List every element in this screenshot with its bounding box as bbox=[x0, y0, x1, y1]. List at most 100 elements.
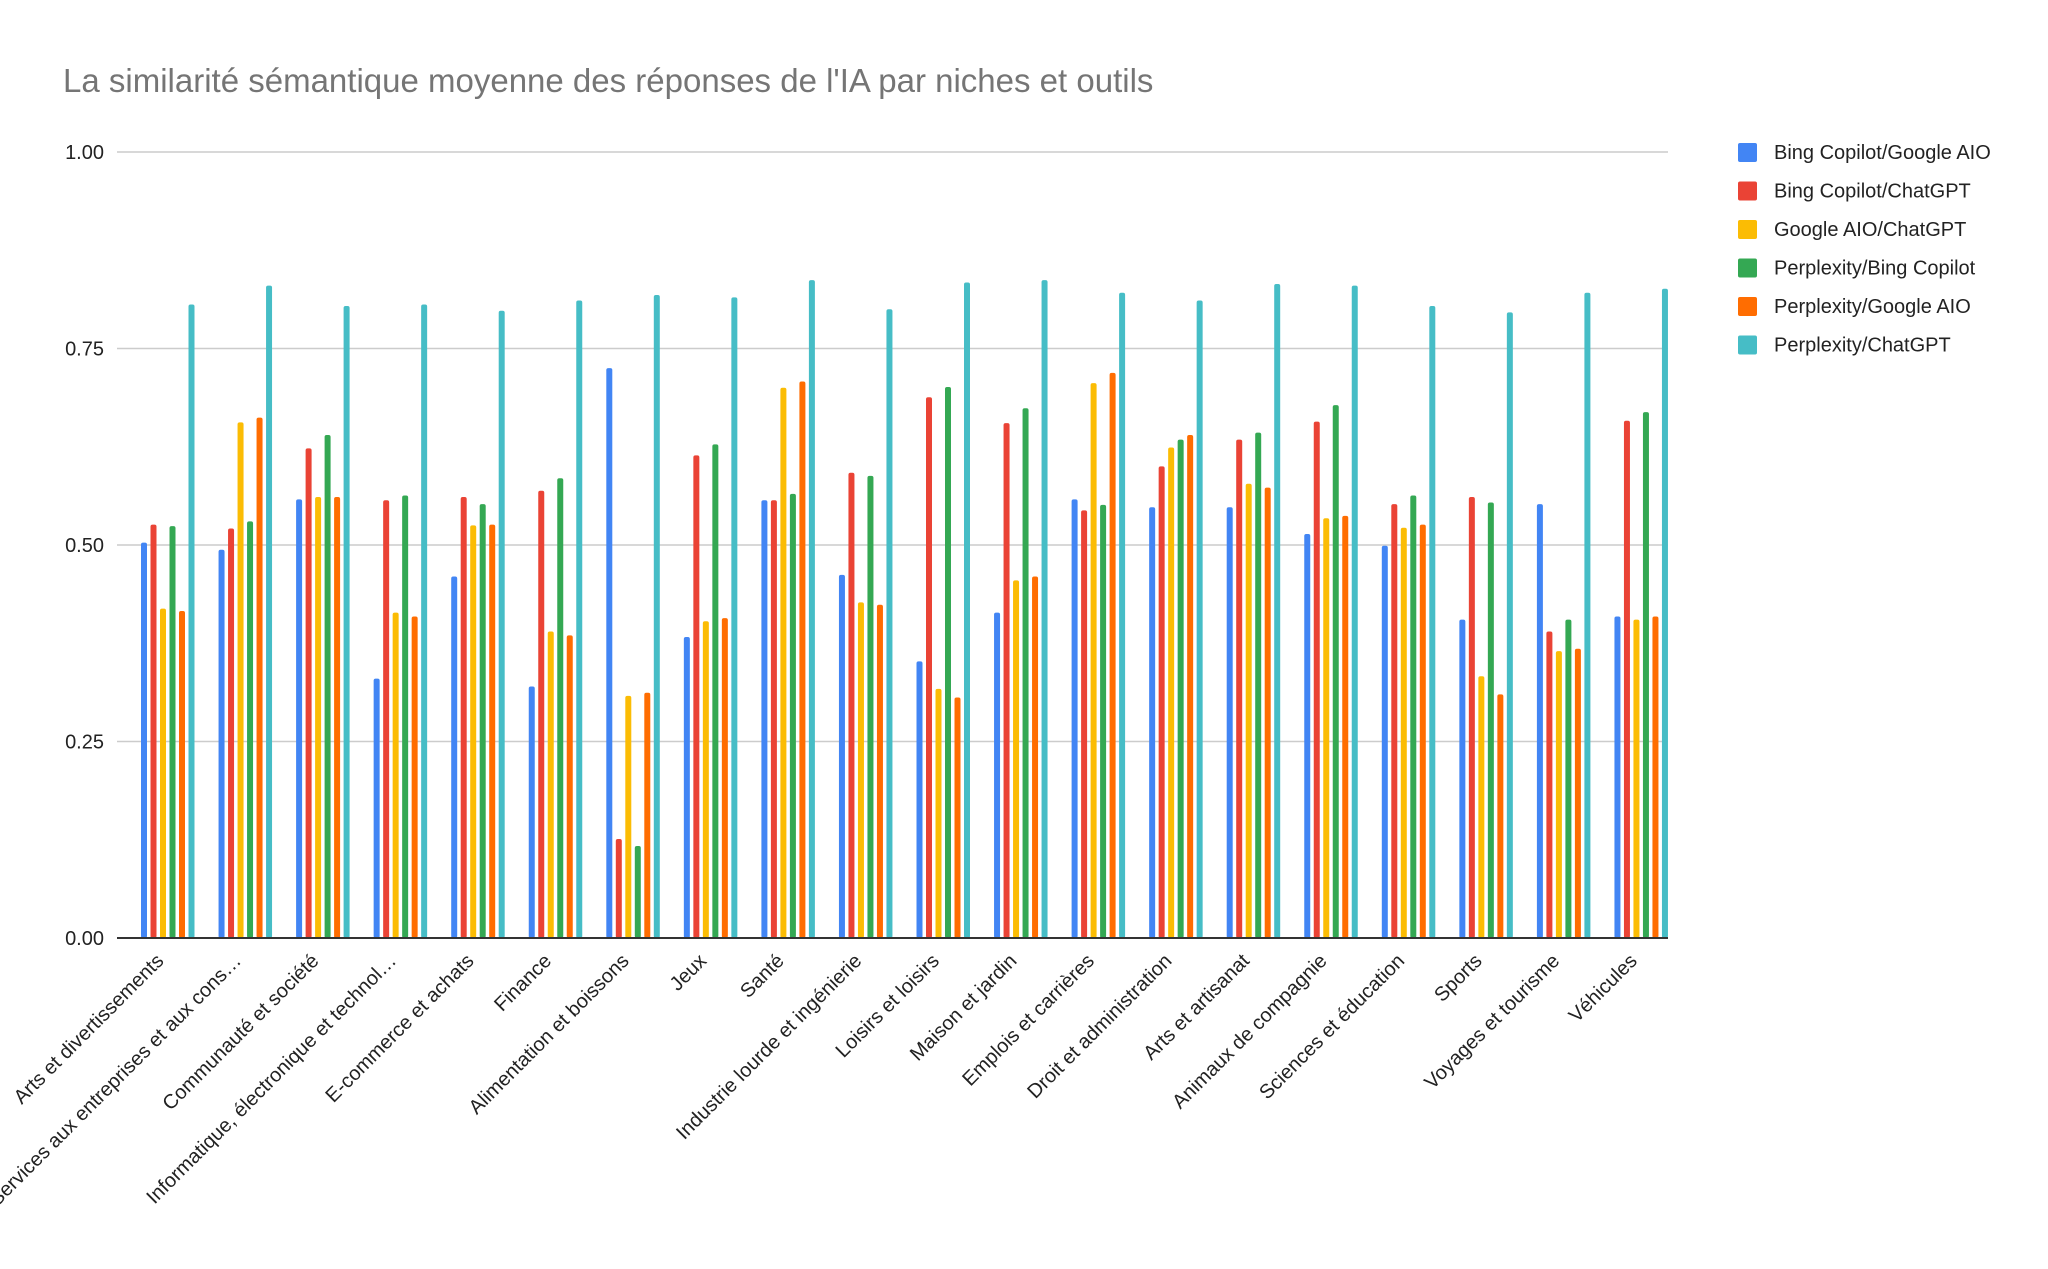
bar-3-17 bbox=[1400, 527, 1407, 938]
bar-5-1 bbox=[179, 611, 185, 938]
bar-5-9 bbox=[799, 381, 806, 939]
bar-5-20 bbox=[1652, 616, 1659, 938]
bar-4-7 bbox=[634, 846, 641, 938]
bar-4-9 bbox=[789, 493, 796, 938]
legend-swatch bbox=[1738, 297, 1757, 316]
bar-3-11 bbox=[935, 688, 942, 938]
bar-4-12 bbox=[1022, 408, 1029, 939]
bar-4-2 bbox=[247, 521, 254, 938]
bar-1-3 bbox=[296, 499, 303, 938]
bar-2-17 bbox=[1391, 504, 1398, 938]
bar-1-14 bbox=[1149, 507, 1156, 938]
bar-6-4 bbox=[421, 304, 428, 938]
bar-5-14 bbox=[1187, 434, 1194, 938]
bar-5-17 bbox=[1419, 524, 1426, 938]
legend-label: Perplexity/ChatGPT bbox=[1774, 335, 1951, 357]
bar-1-7 bbox=[606, 368, 613, 938]
bar-6-14 bbox=[1196, 300, 1203, 939]
bar-6-9 bbox=[808, 280, 815, 938]
bar-2-18 bbox=[1468, 497, 1475, 938]
bar-2-7 bbox=[615, 838, 622, 938]
bar-5-3 bbox=[334, 497, 341, 938]
x-tick-label: Véhicules bbox=[1565, 950, 1642, 1027]
y-tick-label: 0.75 bbox=[65, 339, 104, 361]
bar-2-15 bbox=[1236, 439, 1243, 938]
bar-5-19 bbox=[1574, 648, 1581, 938]
x-tick-label: Santé bbox=[736, 950, 789, 1003]
bar-3-10 bbox=[857, 602, 864, 938]
bar-3-4 bbox=[392, 612, 399, 938]
bar-3-8 bbox=[702, 621, 709, 938]
bar-5-10 bbox=[876, 604, 883, 938]
bar-2-13 bbox=[1081, 510, 1088, 938]
legend-swatch bbox=[1738, 181, 1757, 201]
x-tick-label: Sports bbox=[1430, 950, 1486, 1006]
bar-3-1 bbox=[160, 608, 166, 938]
bar-4-11 bbox=[945, 387, 951, 938]
x-tick-label: E-commerce et achats bbox=[321, 950, 478, 1107]
bar-1-2 bbox=[218, 549, 225, 938]
bar-2-19 bbox=[1546, 631, 1553, 938]
bar-1-11 bbox=[916, 661, 923, 938]
bar-3-3 bbox=[315, 497, 322, 938]
bar-2-20 bbox=[1623, 420, 1630, 938]
bar-2-10 bbox=[848, 472, 855, 938]
bar-4-16 bbox=[1332, 405, 1339, 938]
bar-5-12 bbox=[1032, 576, 1039, 938]
legend-label: Bing Copilot/Google AIO bbox=[1774, 142, 1991, 164]
bar-6-15 bbox=[1274, 284, 1281, 939]
bar-5-6 bbox=[566, 635, 573, 938]
bar-1-10 bbox=[838, 574, 845, 938]
bar-6-12 bbox=[1041, 280, 1048, 938]
bar-1-9 bbox=[761, 500, 768, 938]
bar-1-12 bbox=[994, 612, 1001, 938]
bar-4-18 bbox=[1487, 502, 1494, 938]
bar-3-20 bbox=[1633, 619, 1640, 938]
bar-3-19 bbox=[1555, 651, 1562, 938]
bar-6-3 bbox=[343, 306, 350, 938]
x-tick-label: Jeux bbox=[666, 950, 711, 995]
bar-5-13 bbox=[1109, 372, 1116, 939]
bar-4-15 bbox=[1255, 432, 1262, 938]
x-tick-label: Arts et divertissements bbox=[10, 950, 169, 1109]
legend-label: Perplexity/Bing Copilot bbox=[1774, 258, 1976, 280]
bar-1-15 bbox=[1226, 507, 1233, 938]
bar-1-1 bbox=[141, 542, 147, 938]
bar-4-13 bbox=[1100, 504, 1107, 938]
bar-6-18 bbox=[1506, 312, 1513, 938]
legend-swatch bbox=[1738, 335, 1757, 355]
legend-swatch bbox=[1738, 220, 1757, 239]
bar-6-17 bbox=[1429, 306, 1436, 938]
bar-1-18 bbox=[1459, 619, 1466, 938]
bar-4-1 bbox=[169, 526, 176, 938]
bar-1-19 bbox=[1536, 504, 1543, 938]
bar-4-8 bbox=[712, 444, 719, 938]
bar-5-8 bbox=[721, 618, 728, 938]
bar-3-14 bbox=[1168, 447, 1175, 938]
bar-1-8 bbox=[683, 636, 690, 938]
bar-2-8 bbox=[693, 455, 700, 938]
bar-3-7 bbox=[625, 695, 632, 938]
bar-3-18 bbox=[1478, 676, 1485, 938]
legend-label: Google AIO/ChatGPT bbox=[1774, 219, 1966, 241]
bar-5-15 bbox=[1264, 487, 1271, 938]
bar-5-16 bbox=[1342, 515, 1349, 938]
bar-3-2 bbox=[237, 422, 244, 938]
bar-4-4 bbox=[402, 495, 409, 938]
bar-4-19 bbox=[1565, 619, 1572, 938]
bar-3-6 bbox=[547, 631, 554, 938]
bar-5-4 bbox=[411, 616, 418, 938]
bar-1-6 bbox=[528, 686, 535, 938]
bar-6-11 bbox=[964, 282, 970, 938]
bar-2-1 bbox=[150, 524, 157, 938]
bar-2-11 bbox=[926, 397, 932, 938]
bar-6-6 bbox=[576, 300, 583, 939]
bar-2-2 bbox=[228, 528, 235, 938]
bar-2-6 bbox=[538, 490, 545, 938]
bar-2-3 bbox=[305, 448, 312, 938]
bar-2-12 bbox=[1003, 423, 1010, 938]
bar-4-10 bbox=[867, 475, 874, 938]
x-tick-label: Communauté et société bbox=[158, 950, 323, 1115]
bar-6-1 bbox=[188, 304, 195, 938]
y-tick-label: 0.00 bbox=[65, 928, 104, 950]
